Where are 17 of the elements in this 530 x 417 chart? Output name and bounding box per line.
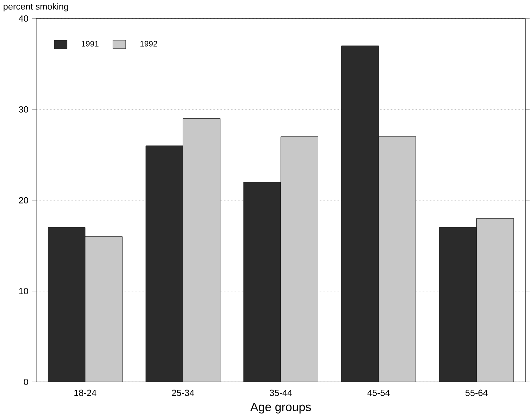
y-tick-label: 20 bbox=[19, 197, 28, 204]
bar bbox=[48, 228, 86, 382]
x-tick-label: 45-54 bbox=[368, 390, 390, 396]
y-tick-label: 40 bbox=[18, 16, 28, 22]
y-axis-title: percent smoking bbox=[4, 3, 68, 12]
bar bbox=[439, 228, 477, 382]
y-tick-label: 0 bbox=[24, 378, 28, 386]
y-tick-label: 30 bbox=[19, 106, 28, 113]
x-tick-label: 18-24 bbox=[74, 390, 97, 396]
x-tick-label: 35-44 bbox=[270, 390, 292, 396]
x-axis-title: Age groups bbox=[250, 403, 312, 414]
x-tick-label: 55-64 bbox=[466, 390, 488, 396]
y-tick-label: 10 bbox=[19, 288, 28, 294]
bar bbox=[342, 46, 380, 382]
x-tick-label: 25-34 bbox=[172, 390, 194, 396]
bar bbox=[244, 182, 282, 382]
bar bbox=[146, 146, 184, 382]
